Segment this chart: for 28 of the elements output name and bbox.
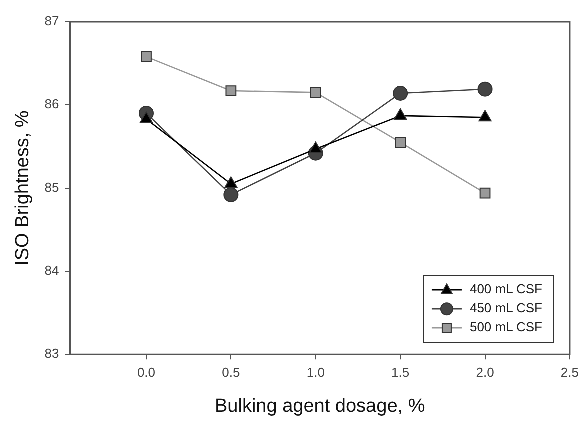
x-tick-label: 0.5 [222,364,240,380]
point [395,137,406,148]
y-tick-label: 87 [44,14,60,29]
point [309,142,322,154]
point [226,86,237,96]
point [478,110,492,122]
y-tick-label: 84 [44,263,60,278]
point [480,188,491,199]
point [224,187,239,202]
y-tick-label: 86 [44,96,60,112]
legend-label: 500 mL CSF [470,320,543,335]
legend-label: 400 mL CSF [470,282,543,297]
point [310,87,322,98]
x-tick-label: 2.5 [560,364,580,380]
x-tick-label: 1.5 [392,364,410,380]
x-tick-label: 1.0 [306,364,325,380]
point [140,112,154,124]
point [393,86,408,102]
y-tick-label: 85 [44,180,60,195]
x-axis-title: Bulking agent dosage, % [215,396,426,417]
point [478,82,493,97]
point [141,51,152,62]
point [224,176,238,188]
x-tick-label: 2.0 [476,364,494,380]
legend-label: 450 mL CSF [470,300,543,316]
y-tick-label: 83 [44,346,60,362]
x-tick-label: 0.0 [137,364,156,380]
y-axis-title: ISO Brightness, % [12,110,34,266]
